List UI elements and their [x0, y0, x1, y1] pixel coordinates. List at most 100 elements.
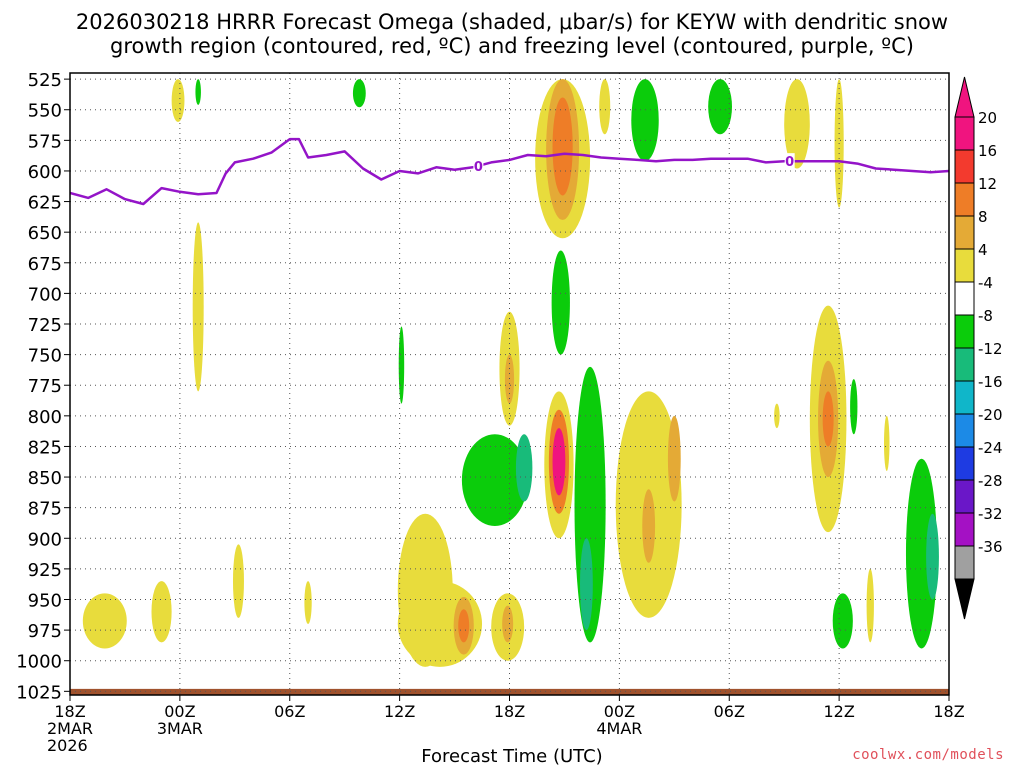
omega-cell — [631, 79, 659, 162]
omega-cell — [708, 79, 732, 135]
omega-cell — [552, 428, 566, 496]
omega-cell — [552, 97, 573, 196]
y-tick-label: 950 — [28, 590, 62, 611]
omega-cell — [461, 434, 528, 527]
omega-cell — [171, 79, 185, 122]
y-tick-label: 625 — [28, 193, 62, 214]
y-tick-label: 850 — [28, 468, 62, 489]
colorbar-segment — [954, 479, 975, 514]
x-tick-label: 00Z — [604, 702, 635, 721]
colorbar-segment — [954, 446, 975, 481]
surface-layer — [70, 688, 949, 695]
omega-cell — [883, 415, 890, 471]
y-tick-label: 575 — [28, 131, 62, 152]
y-tick-label: 875 — [28, 499, 62, 520]
colorbar-segment — [954, 248, 975, 283]
omega-cell — [192, 222, 204, 392]
omega-cell — [195, 79, 201, 105]
y-tick-label: 600 — [28, 162, 62, 183]
omega-cell — [850, 379, 858, 435]
colorbar-label: -36 — [978, 538, 1003, 556]
freezing-level-line — [70, 137, 949, 206]
omega-cell — [642, 489, 656, 563]
colorbar-label: 20 — [978, 109, 997, 127]
omega-cell — [580, 538, 593, 631]
omega-cell — [774, 403, 780, 429]
freezing-level-label-bg — [784, 153, 795, 169]
y-tick-label: 975 — [28, 621, 62, 642]
x-tick-label: 06Z — [714, 702, 745, 721]
colorbar-bottom-arrow — [954, 578, 975, 620]
colorbar-segment — [954, 149, 975, 184]
colorbar-label: 4 — [978, 241, 988, 259]
source-credit: coolwx.com/models — [852, 747, 1004, 763]
colorbar-label: -12 — [978, 340, 1003, 358]
x-tick-label: 2026 — [47, 736, 88, 755]
x-axis-title: Forecast Time (UTC) — [421, 746, 603, 767]
y-tick-label: 775 — [28, 376, 62, 397]
colorbar-segment — [954, 314, 975, 349]
y-tick-label: 1000 — [16, 652, 62, 673]
omega-cell — [926, 513, 939, 600]
omega-cell — [458, 609, 470, 643]
x-tick-label: 18Z — [933, 702, 964, 721]
omega-cell — [504, 354, 515, 404]
x-tick-label: 12Z — [384, 702, 415, 721]
freezing-level-label: 0 — [474, 160, 483, 175]
omega-cell — [667, 415, 681, 502]
omega-cell — [82, 593, 127, 649]
y-tick-label: 800 — [28, 407, 62, 428]
omega-cell — [822, 391, 834, 447]
colorbar-label: -32 — [978, 505, 1003, 523]
omega-cell — [784, 79, 810, 169]
omega-cell — [905, 458, 938, 649]
y-tick-label: 550 — [28, 101, 62, 122]
x-tick-label: 06Z — [274, 702, 305, 721]
y-tick-label: 750 — [28, 346, 62, 367]
colorbar: 20 16 12 8 4 -4 -8 -12 -16 -20 -24 -28 -32 -36 — [954, 76, 1003, 620]
colorbar-segment — [954, 413, 975, 448]
freezing-level-label-bg — [473, 157, 484, 173]
omega-cell — [304, 581, 312, 624]
omega-cell — [599, 79, 611, 135]
colorbar-segment — [954, 182, 975, 217]
omega-cell — [502, 605, 514, 643]
y-tick-label: 1025 — [16, 682, 62, 703]
omega-cell — [551, 250, 570, 355]
colorbar-label: -8 — [978, 307, 993, 325]
x-tick-label: 3MAR — [157, 719, 203, 738]
colorbar-segment — [954, 347, 975, 382]
y-tick-label: 825 — [28, 437, 62, 458]
surface-ground — [70, 688, 949, 695]
y-axis: 525 550 575 600 625 650 675 700 725 750 775 800 825 8… — [16, 70, 70, 703]
colorbar-label: -4 — [978, 274, 993, 292]
colorbar-label: -16 — [978, 373, 1003, 391]
y-tick-label: 925 — [28, 560, 62, 581]
x-tick-label: 2MAR — [47, 719, 93, 738]
omega-cell — [515, 434, 533, 502]
colorbar-label: -28 — [978, 472, 1003, 490]
omega-shading — [82, 79, 939, 667]
omega-cell — [151, 581, 172, 643]
colorbar-label: 8 — [978, 208, 988, 226]
chart-title-line2: growth region (contoured, red, ºC) and f… — [110, 34, 914, 58]
x-tick-label: 18Z — [54, 702, 85, 721]
colorbar-segment — [954, 116, 975, 151]
y-tick-label: 900 — [28, 529, 62, 550]
x-tick-label: 18Z — [494, 702, 525, 721]
y-tick-label: 650 — [28, 223, 62, 244]
omega-cell — [398, 326, 405, 404]
omega-cell — [832, 593, 853, 649]
y-tick-label: 525 — [28, 70, 62, 91]
omega-cell — [352, 79, 366, 108]
y-tick-label: 675 — [28, 254, 62, 275]
colorbar-segment — [954, 380, 975, 415]
colorbar-segment — [954, 215, 975, 250]
colorbar-top-arrow — [954, 76, 975, 118]
colorbar-label: -20 — [978, 406, 1003, 424]
colorbar-segment — [954, 545, 975, 580]
x-tick-label: 4MAR — [596, 719, 642, 738]
x-tick-label: 12Z — [823, 702, 854, 721]
